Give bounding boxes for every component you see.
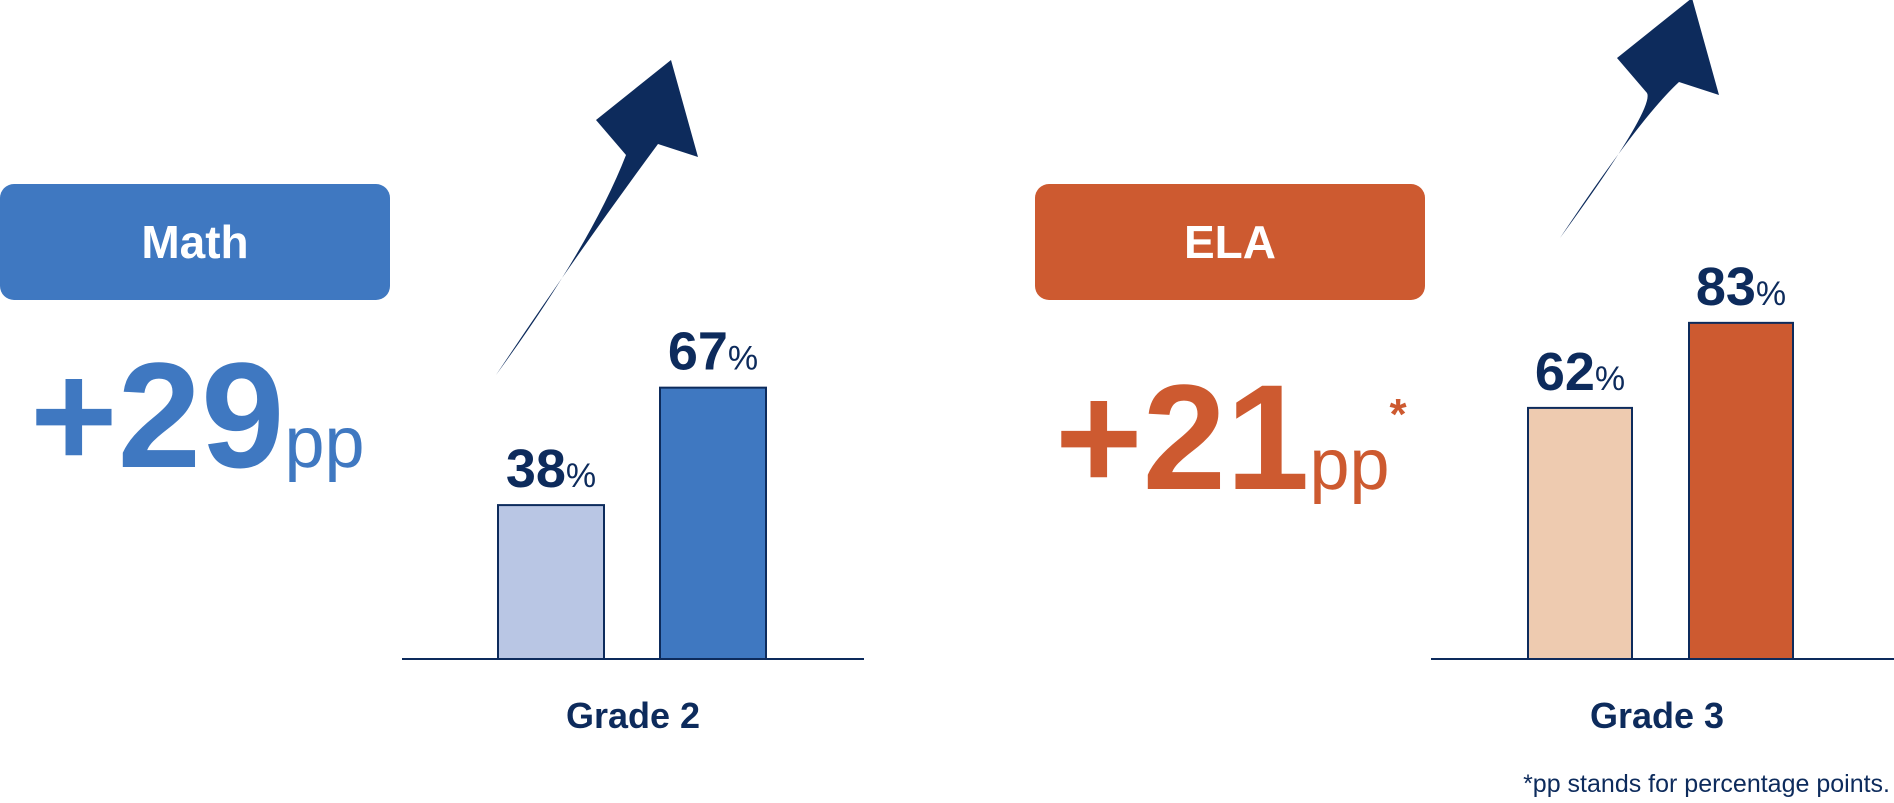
math-bar-2-value-label: 67%: [668, 322, 758, 382]
ela-bar-chart: 62% 83% Grade 3: [1431, 0, 1894, 736]
ela-gain-value: +21: [1055, 353, 1310, 521]
ela-gain: +21pp*: [1055, 340, 1407, 540]
math-bar-1-value-label: 38%: [506, 439, 596, 499]
ela-subject-pill: ELA: [1035, 184, 1425, 300]
math-subject-pill: Math: [0, 184, 390, 300]
math-panel: Math +29pp 38% 67% Grade 2: [0, 60, 864, 736]
ela-bar-1-value-label: 62%: [1535, 342, 1625, 402]
ela-bar-2-value-label: 83%: [1696, 257, 1786, 317]
math-grade-label: Grade 2: [566, 695, 700, 736]
ela-trend-arrow-icon: [1560, 0, 1719, 238]
ela-gain-asterisk: *: [1389, 390, 1407, 439]
math-trend-arrow-icon: [496, 60, 698, 375]
math-gain-value: +29: [30, 331, 285, 499]
math-subject-label: Math: [141, 216, 249, 268]
math-bar-chart: 38% 67% Grade 2: [402, 60, 864, 736]
ela-bar-1: [1527, 406, 1633, 660]
ela-gain-unit: pp: [1309, 425, 1390, 505]
ela-panel: ELA +21pp* 62% 83% Grade 3: [947, 0, 1894, 803]
ela-bar-2: [1688, 321, 1794, 660]
math-gain: +29pp: [30, 340, 365, 518]
math-bar-2: [659, 386, 767, 660]
ela-grade-label: Grade 3: [1590, 695, 1724, 736]
math-bar-1: [497, 504, 605, 660]
footnote: *pp stands for percentage points.: [1523, 770, 1890, 798]
ela-subject-label: ELA: [1184, 216, 1276, 268]
math-gain-unit: pp: [284, 403, 365, 483]
